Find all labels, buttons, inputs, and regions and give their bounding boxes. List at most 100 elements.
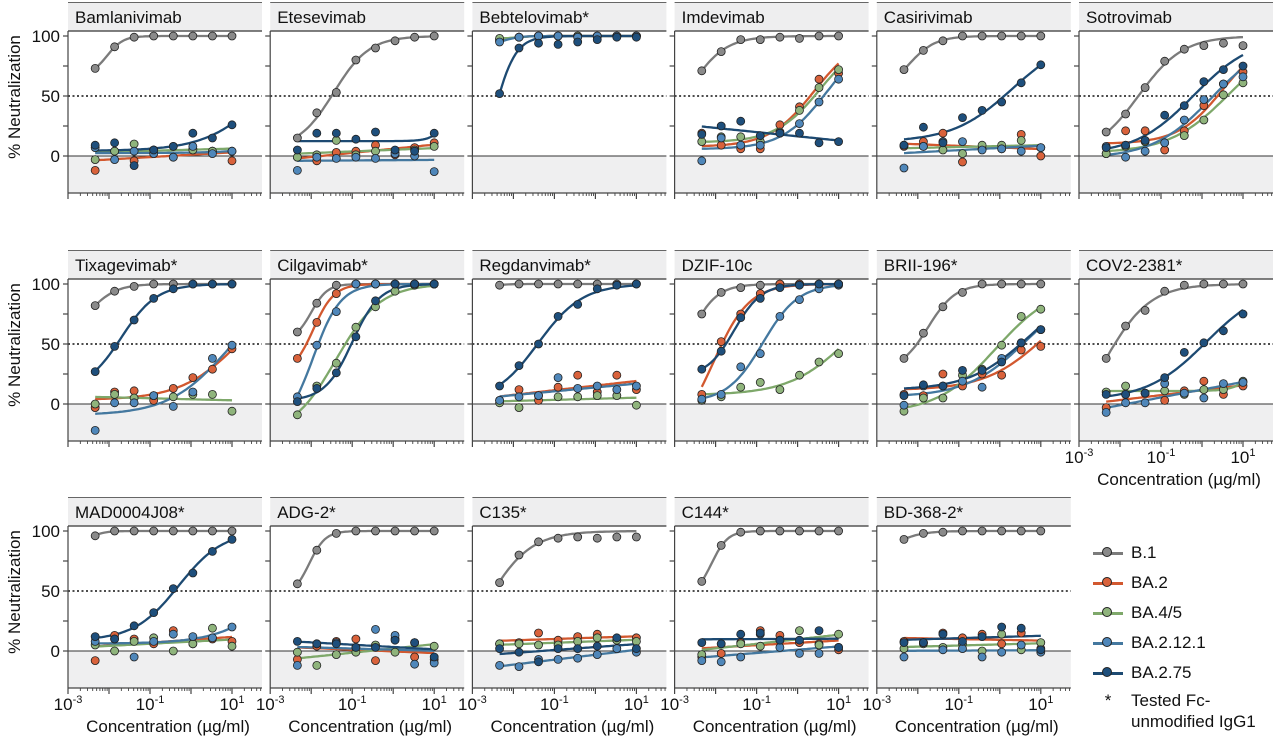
data-point [1219,279,1228,289]
data-point [899,638,909,647]
data-point [495,280,504,290]
panel-title: Sotrovimab [1086,8,1172,27]
data-point [390,36,400,46]
fit-curve-BA-2-12-1 [1106,67,1244,157]
x-tick-label: 10-3 [1065,447,1094,467]
data-point [755,280,765,290]
data-point [716,541,726,550]
negative-region [876,651,1071,688]
fit-curve-B-1 [1105,35,1244,134]
fit-curve-B-1 [1105,283,1243,359]
data-point [592,381,602,391]
data-point [495,381,504,391]
data-point [429,526,439,536]
data-point [553,40,563,49]
data-point [292,353,302,363]
data-point [312,298,322,308]
data-point [495,395,504,405]
data-point [351,634,361,644]
data-point [1160,373,1170,383]
fit-curve-BA-4-5 [701,67,840,144]
data-point [188,387,198,397]
data-point [958,287,967,297]
panel: Etesevimab [265,2,465,199]
data-point [129,161,139,171]
data-point [1179,388,1189,398]
negative-region [68,651,262,688]
data-point [612,532,622,542]
data-point [1140,83,1150,92]
data-point [110,634,120,644]
data-point [1036,341,1046,351]
data-point [795,119,804,128]
data-point [110,526,120,536]
data-point [716,346,726,356]
legend: B.1 BA.2 BA.4/5 BA.2.12.1 BA.2.75 * Tested F… [1085,538,1280,732]
data-point [390,279,400,289]
data-point [755,377,765,387]
x-tick-label: 10-3 [458,694,487,714]
data-point [1179,101,1189,110]
data-point [814,83,824,92]
data-point [697,137,707,147]
data-point [814,31,824,41]
data-point [716,287,726,297]
data-point [755,131,765,141]
data-point [90,425,100,435]
data-point [351,526,361,536]
legend-marker-icon [1093,546,1123,560]
data-point [227,535,237,544]
data-point [1036,279,1046,289]
data-point [534,537,543,547]
data-point [938,36,948,46]
data-point [90,64,100,73]
data-point [514,392,524,402]
data-point [534,657,543,667]
data-point [938,527,948,537]
data-point [429,279,439,289]
data-point [410,638,420,647]
data-point [899,163,909,173]
data-point [331,280,341,290]
panel-header [876,2,1071,31]
x-axis-label: Concentration (µg/ml) [895,717,1059,736]
data-point [697,129,707,139]
data-point [632,644,641,653]
data-point [312,108,322,118]
data-point [632,400,641,410]
x-tick-label: 101 [624,694,649,714]
data-point [168,392,178,402]
fit-curve-BA-2-75 [498,284,637,386]
fit-curve-B-1 [296,35,435,138]
fit-curve-BA-4-5 [701,348,840,396]
data-point [90,367,100,377]
data-point [292,397,302,407]
data-point [938,381,948,391]
fit-curve-BA-4-5 [95,395,233,402]
x-tick-label: 10-3 [54,694,83,714]
legend-marker-icon [1093,666,1123,680]
data-point [573,644,583,653]
data-point [292,133,302,143]
data-point [573,392,583,402]
legend-label: B.1 [1131,543,1157,562]
data-point [1238,279,1248,289]
data-point [168,141,178,151]
data-point [514,32,524,42]
legend-marker-icon [1093,606,1123,620]
data-point [632,381,641,391]
data-point [188,31,198,41]
data-point [736,527,746,537]
panel-header [674,2,869,31]
y-tick-label: 100 [32,522,60,541]
data-point [632,279,641,289]
legend-item: BA.2 [1085,568,1280,598]
data-point [351,152,361,162]
negative-region [674,156,869,193]
data-point [1121,389,1131,399]
data-point [149,145,159,155]
data-point [292,647,302,657]
legend-item: BA.2.12.1 [1085,628,1280,658]
data-point [958,637,967,646]
data-point [997,629,1007,639]
